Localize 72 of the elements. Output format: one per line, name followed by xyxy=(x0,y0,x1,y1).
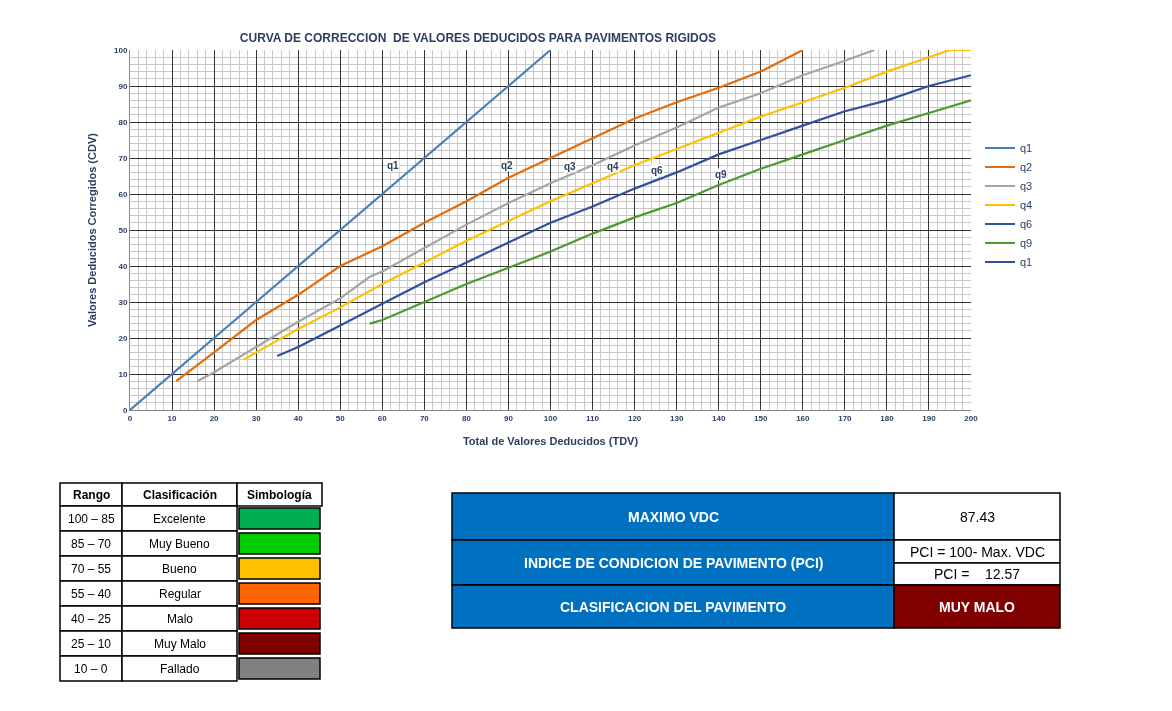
x-tick-label: 170 xyxy=(838,413,853,423)
text: CLASIFICACION DEL PAVIMENTO xyxy=(560,599,787,615)
text: 87.43 xyxy=(960,509,996,525)
x-tick-label: 90 xyxy=(504,413,514,423)
y-tick-label: 40 xyxy=(118,261,128,271)
x-tick-label: 160 xyxy=(796,413,811,423)
text: PCI = 100- Max. VDC xyxy=(910,544,1045,560)
text: INDICE DE CONDICION DE PAVIMENTO (PCI) xyxy=(524,555,824,571)
text: MAXIMO VDC xyxy=(628,509,719,525)
y-axis-title: Valores Deducidos Corregidos (CDV) xyxy=(85,132,98,327)
x-tick-label: 150 xyxy=(754,413,768,423)
y-tick-label: 50 xyxy=(118,225,128,235)
x-tick-label: 180 xyxy=(880,413,895,423)
text: MUY MALO xyxy=(939,599,1016,615)
x-tick-label: 110 xyxy=(586,413,600,423)
y-tick-label: 80 xyxy=(118,117,128,127)
legend-label: q1 xyxy=(1020,256,1033,269)
text: Excelente xyxy=(153,512,207,526)
x-tick-label: 10 xyxy=(167,413,178,423)
legend-label: q3 xyxy=(1020,180,1033,193)
text: Rango xyxy=(73,488,111,502)
legend-label: q4 xyxy=(1020,199,1033,212)
text: Bueno xyxy=(162,562,198,576)
x-tick-label: 190 xyxy=(922,413,937,423)
text: PCI = 12.57 xyxy=(934,566,1021,582)
text: 100 – 85 xyxy=(68,512,116,526)
annotation: q6 xyxy=(651,165,664,176)
annotation: q1 xyxy=(387,160,400,171)
legend-label: q1 xyxy=(1020,142,1033,155)
x-tick-label: 20 xyxy=(209,413,220,423)
annotation: q9 xyxy=(715,169,728,180)
x-tick-label: 60 xyxy=(377,413,388,423)
legend-label: q2 xyxy=(1020,161,1033,174)
y-tick-label: 60 xyxy=(118,189,128,199)
legend-label: q9 xyxy=(1020,237,1033,250)
text: 25 – 10 xyxy=(71,637,112,651)
legend-label: q6 xyxy=(1020,218,1033,231)
text: Clasificación xyxy=(143,488,218,502)
text: Fallado xyxy=(160,662,200,676)
text: 40 – 25 xyxy=(71,612,112,626)
y-tick-label: 100 xyxy=(114,45,128,55)
y-tick-label: 10 xyxy=(118,369,128,379)
annotation: q3 xyxy=(564,161,577,172)
x-tick-label: 30 xyxy=(251,413,262,423)
text: Muy Malo xyxy=(154,637,207,651)
text: Malo xyxy=(167,612,194,626)
annotation: q4 xyxy=(607,161,620,172)
text: Muy Bueno xyxy=(149,537,211,551)
x-tick-label: 140 xyxy=(712,413,726,423)
y-tick-label: 0 xyxy=(122,405,128,415)
text: 70 – 55 xyxy=(71,562,112,576)
text: 10 – 0 xyxy=(74,662,108,676)
x-tick-label: 100 xyxy=(543,413,558,423)
x-tick-label: 70 xyxy=(419,413,430,423)
x-axis-title: Total de Valores Deducidos (TDV) xyxy=(462,434,639,447)
annotation: q2 xyxy=(501,160,514,171)
x-tick-label: 50 xyxy=(335,413,346,423)
x-tick-label: 130 xyxy=(669,413,684,423)
y-tick-label: 70 xyxy=(118,153,128,163)
text: Simbología xyxy=(247,488,312,502)
x-tick-label: 40 xyxy=(293,413,304,423)
line-series xyxy=(368,99,971,325)
text: 55 – 40 xyxy=(71,587,112,601)
x-tick-label: 80 xyxy=(461,413,472,423)
text: Regular xyxy=(159,587,202,601)
x-tick-label: 200 xyxy=(964,413,979,423)
y-tick-label: 20 xyxy=(118,333,128,343)
x-tick-label: 120 xyxy=(627,413,642,423)
y-tick-label: 30 xyxy=(118,297,128,307)
chart-title: CURVA DE CORRECCION DE VALORES DEDUCIDOS PARA PAVIMENTOS RIGIDOS xyxy=(239,31,717,46)
text: 85 – 70 xyxy=(71,537,112,551)
y-tick-label: 90 xyxy=(118,81,128,91)
